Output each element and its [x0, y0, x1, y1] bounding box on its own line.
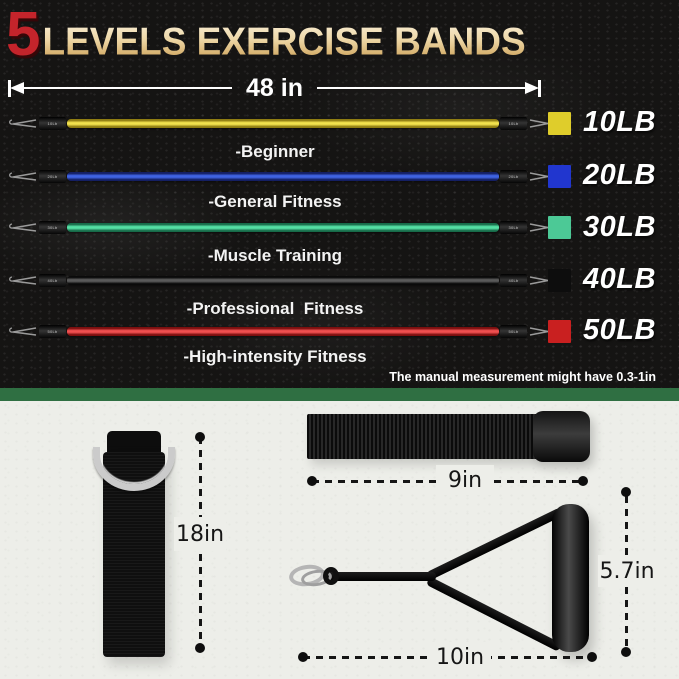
measure-line-left	[24, 86, 233, 90]
dark-hero-section: 5 LEVELS EXERCISE BANDS 48 in 10Lb 10Lb …	[0, 0, 679, 398]
weight-label-30lb: 30LB	[583, 211, 656, 243]
band-level-label: -Muscle Training	[207, 246, 343, 265]
headline-number: 5	[6, 0, 41, 69]
band-tag: 40Lb	[47, 277, 58, 283]
band-tube-40lb	[67, 275, 499, 285]
measure-dot	[195, 643, 205, 653]
band-ferrule: 30Lb	[39, 220, 66, 234]
measure-dot	[195, 432, 205, 442]
band-ferrule: 20Lb	[39, 169, 66, 183]
band-tag: 30Lb	[47, 224, 58, 230]
weight-label-50lb: 50LB	[583, 314, 656, 346]
measure-line-right	[317, 86, 526, 90]
weight-swatch-30lb	[548, 216, 571, 239]
green-divider	[0, 388, 679, 401]
weight-swatch-50lb	[548, 320, 571, 343]
measure-dot	[298, 652, 308, 662]
band-tag: 10Lb	[508, 120, 519, 126]
handle-clip-icon	[323, 567, 339, 585]
door-anchor-strap	[307, 414, 538, 459]
carabiner-hook-left-icon	[9, 223, 37, 232]
band-tag: 30Lb	[508, 224, 519, 230]
band-ferrule: 50Lb	[500, 324, 527, 338]
handle-strap-lead	[324, 572, 436, 581]
handle-grip	[552, 504, 589, 652]
measure-endcap-left	[8, 79, 11, 97]
band-ferrule: 40Lb	[500, 273, 527, 287]
carabiner-hook-left-icon	[9, 119, 37, 128]
measure-dot	[307, 476, 317, 486]
band-tube-50lb	[67, 326, 499, 336]
band-tag: 20Lb	[508, 173, 519, 179]
measure-endcap-right	[538, 79, 542, 97]
band-level-label: -Beginner	[235, 142, 315, 161]
band-level-label: -General Fitness	[208, 192, 342, 211]
band-tag: 50Lb	[508, 328, 519, 334]
handle-width-label: 10in	[429, 642, 491, 672]
band-row-50lb: 50Lb 50Lb	[6, 323, 552, 339]
band-ferrule: 40Lb	[39, 273, 66, 287]
measure-dot	[621, 487, 631, 497]
band-row-40lb: 40Lb 40Lb	[6, 272, 552, 288]
band-tube-10lb	[67, 118, 499, 128]
band-ferrule: 20Lb	[500, 169, 527, 183]
band-ferrule: 30Lb	[500, 220, 527, 234]
weight-swatch-10lb	[548, 112, 571, 135]
weight-swatch-40lb	[548, 269, 571, 292]
measure-dot	[621, 647, 631, 657]
band-row-10lb: 10Lb 10Lb	[6, 115, 552, 131]
carabiner-hook-left-icon	[9, 172, 37, 181]
door-anchor-length-label: 9in	[436, 465, 494, 495]
band-length-label: 48 in	[246, 73, 303, 102]
ankle-strap-length-label: 18in	[174, 517, 226, 551]
weight-label-20lb: 20LB	[583, 159, 656, 191]
weight-label-10lb: 10LB	[583, 106, 656, 138]
carabiner-hook-left-icon	[9, 276, 37, 285]
band-length-measure: 48 in	[8, 73, 542, 102]
measure-dot	[587, 652, 597, 662]
band-ferrule: 10Lb	[500, 116, 527, 130]
band-tag: 40Lb	[508, 277, 519, 283]
weight-label-40lb: 40LB	[583, 263, 656, 295]
band-tag: 10Lb	[47, 120, 58, 126]
band-tag: 50Lb	[47, 328, 58, 334]
band-tube-20lb	[67, 171, 499, 181]
measure-dot	[578, 476, 588, 486]
band-level-label: -Professional Fitness	[186, 299, 364, 318]
arrow-left-icon	[10, 82, 24, 94]
weight-swatch-20lb	[548, 165, 571, 188]
band-ferrule: 10Lb	[39, 116, 66, 130]
band-tag: 20Lb	[47, 173, 58, 179]
band-ferrule: 50Lb	[39, 324, 66, 338]
headline: 5 LEVELS EXERCISE BANDS	[6, 0, 526, 70]
door-anchor-foam-stopper	[533, 411, 590, 462]
band-row-30lb: 30Lb 30Lb	[6, 219, 552, 235]
band-level-label: -High-intensity Fitness	[183, 347, 367, 366]
arrow-right-icon	[525, 82, 540, 94]
carabiner-hook-left-icon	[9, 327, 37, 336]
band-tube-30lb	[67, 222, 499, 232]
handle-height-label: 5.7in	[598, 555, 656, 587]
headline-title: LEVELS EXERCISE BANDS	[42, 20, 526, 63]
band-row-20lb: 20Lb 20Lb	[6, 168, 552, 184]
